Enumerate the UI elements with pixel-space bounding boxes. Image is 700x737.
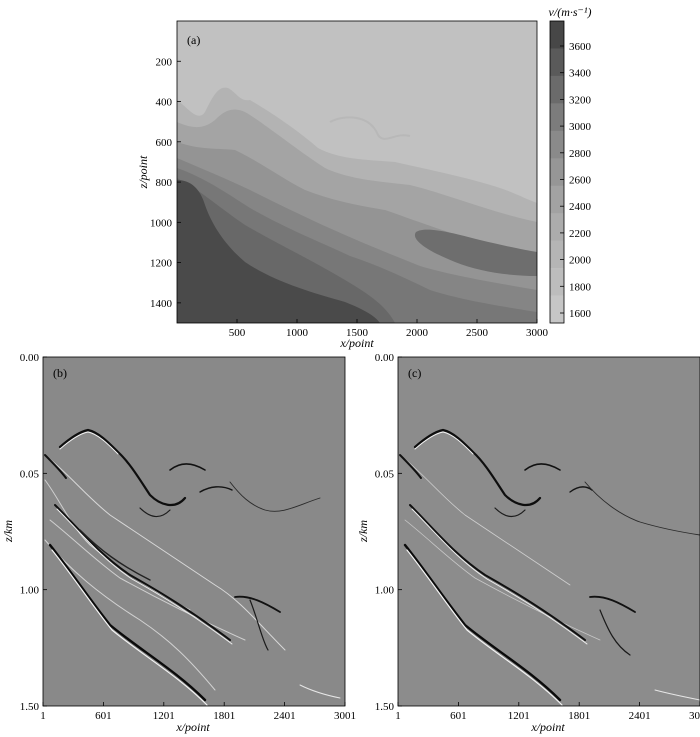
x-tick-label: 500 — [229, 327, 246, 339]
migration-image-c — [399, 428, 700, 706]
salt-body — [177, 180, 380, 323]
y-tick-label: 200 — [156, 56, 173, 68]
y-tick-label: 1.00 — [20, 585, 40, 597]
colorbar-tick-label: 2800 — [569, 148, 592, 160]
colorbar-tick-label: 2000 — [569, 255, 592, 267]
y-tick-label: 1.50 — [375, 701, 395, 713]
panel-c-y-axis-label: z/km — [356, 520, 370, 543]
colorbar-swatch — [550, 48, 564, 77]
panel-a-y-axis-label: z/point — [136, 155, 150, 189]
y-tick-label: 1.00 — [375, 585, 395, 597]
x-tick-label: 2401 — [629, 710, 651, 722]
panel-c-x-ticks: 1 601 1201 1801 2401 3001 — [395, 702, 700, 722]
y-tick-label: 0.00 — [20, 352, 40, 364]
colorbar-tick-label: 1600 — [569, 308, 592, 320]
panel-b: 1 601 1201 1801 2401 3001 0.00 0.05 1.00 1.50 (b… — [1, 352, 356, 734]
x-tick-label: 2500 — [466, 327, 489, 339]
x-tick-label: 3001 — [334, 710, 356, 722]
x-tick-label: 1201 — [508, 710, 530, 722]
panel-a-x-ticks: 500 1000 1500 2000 2500 3000 — [229, 319, 549, 339]
colorbar-swatch — [550, 268, 564, 296]
velocity-model-image — [177, 21, 537, 323]
x-tick-label: 1 — [395, 710, 401, 722]
colorbar-tick-label: 2200 — [569, 228, 592, 240]
panel-c-frame — [397, 356, 700, 707]
colorbar-tick-label: 2400 — [569, 201, 592, 213]
colorbar-swatch — [550, 295, 564, 324]
colorbar-tick-label: 1800 — [569, 281, 592, 293]
colorbar-tick-label: 3600 — [569, 41, 592, 53]
x-tick-label: 1 — [40, 710, 46, 722]
y-tick-label: 1.50 — [20, 701, 40, 713]
y-tick-label: 1400 — [150, 298, 173, 310]
x-tick-label: 1801 — [213, 710, 235, 722]
y-tick-label: 400 — [156, 97, 173, 109]
panel-c: 1 601 1201 1801 2401 3001 0.00 0.05 1.00 1.50 (c… — [356, 352, 700, 734]
x-tick-label: 2000 — [406, 327, 429, 339]
panel-a-x-axis-label: x/point — [339, 336, 374, 350]
x-tick-label: 1801 — [568, 710, 590, 722]
panel-c-label: (c) — [408, 366, 421, 380]
colorbar-swatch — [550, 240, 564, 269]
colorbar-swatch — [550, 130, 564, 159]
top-ridge-highlight — [329, 116, 411, 140]
y-tick-label: 1000 — [150, 217, 173, 229]
lens-body — [414, 229, 537, 276]
y-tick-label: 600 — [156, 137, 173, 149]
x-tick-label: 1201 — [153, 710, 175, 722]
x-tick-label: 601 — [450, 710, 467, 722]
colorbar-swatch — [550, 21, 564, 49]
colorbar-swatch — [550, 185, 564, 214]
colorbar-title: v/(m·s⁻¹) — [549, 5, 592, 19]
colorbar-tick-label: 3400 — [569, 68, 592, 80]
colorbar-tick-label: 3000 — [569, 121, 592, 133]
x-tick-label: 601 — [95, 710, 112, 722]
colorbar-swatch — [550, 213, 564, 241]
panel-b-frame — [42, 356, 346, 707]
colorbar-swatch — [550, 75, 564, 104]
x-tick-label: 3001 — [689, 710, 700, 722]
panel-b-label: (b) — [53, 366, 67, 380]
colorbar-tick-label: 3200 — [569, 94, 592, 106]
y-tick-label: 0.05 — [20, 468, 40, 480]
colorbar-frame — [549, 20, 565, 324]
panel-b-x-ticks: 1 601 1201 1801 2401 3001 — [40, 702, 356, 722]
panel-c-y-ticks: 0.00 0.05 1.00 1.50 — [375, 352, 402, 713]
colorbar-tick-label: 2600 — [569, 175, 592, 187]
migration-image-b — [44, 428, 341, 706]
panel-a-label: (a) — [187, 33, 200, 47]
panel-b-x-axis-label: x/point — [175, 720, 210, 734]
x-tick-label: 1500 — [346, 327, 369, 339]
y-tick-label: 0.05 — [375, 468, 395, 480]
panel-a: 500 1000 1500 2000 2500 3000 200 400 600 800 1000… — [136, 5, 592, 350]
panel-b-y-ticks: 0.00 0.05 1.00 1.50 — [20, 352, 47, 713]
panel-c-x-axis-label: x/point — [530, 720, 565, 734]
colorbar: 3600 3400 3200 3000 2800 2600 2400 2200 2000 1800… — [549, 20, 592, 324]
y-tick-label: 0.00 — [375, 352, 395, 364]
y-tick-label: 1200 — [150, 258, 173, 270]
x-tick-label: 1000 — [286, 327, 309, 339]
x-tick-label: 2401 — [274, 710, 296, 722]
colorbar-swatch — [550, 103, 564, 132]
y-tick-label: 800 — [156, 177, 173, 189]
colorbar-swatch — [550, 158, 564, 187]
panel-b-y-axis-label: z/km — [1, 520, 15, 543]
x-tick-label: 3000 — [526, 327, 549, 339]
panel-a-y-ticks: 200 400 600 800 1000 1200 1400 — [150, 56, 181, 310]
